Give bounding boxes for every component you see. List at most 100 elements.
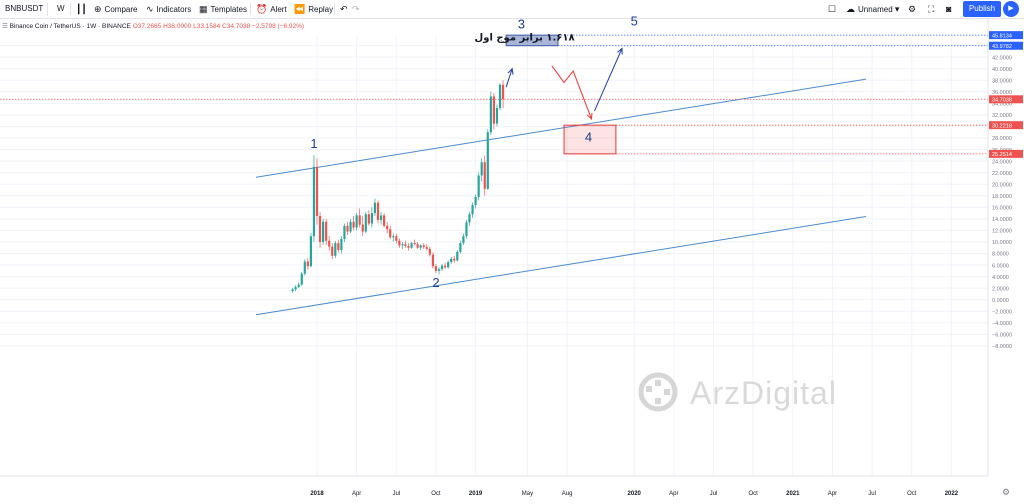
candle [477, 172, 480, 201]
candle [434, 263, 438, 274]
candle-body [477, 175, 480, 197]
snapshot-button[interactable]: ◙ [946, 0, 954, 18]
replay-label: Replay [308, 5, 334, 14]
candle-body [337, 243, 340, 251]
redo-icon: ↷ [352, 4, 360, 14]
candle [474, 194, 477, 209]
chart-legend: ☰ Binance Coin / TetherUS · 1W · BINANCE… [2, 22, 304, 34]
layout-name-button[interactable]: ☁ Unnamed ▾ [846, 0, 902, 18]
candle [471, 202, 474, 218]
candle [407, 243, 410, 251]
watermark-text: ArzDigital [690, 375, 837, 411]
candle-body [456, 251, 459, 261]
candle-body [306, 261, 309, 267]
redo-button[interactable]: ↷ [352, 0, 363, 18]
candle [419, 244, 422, 251]
candle [373, 198, 377, 216]
x-tick-label: Apr [352, 491, 361, 497]
candle [325, 218, 328, 245]
candle [498, 83, 502, 111]
y-tick-label: 8.0000 [992, 252, 1009, 258]
candle [425, 244, 428, 251]
watermark-logo-icon [638, 372, 678, 412]
candle [489, 91, 492, 136]
y-tick-label: 40.0000 [992, 67, 1012, 73]
candle-body [383, 215, 386, 226]
candle-body [471, 204, 474, 215]
candle-body [376, 202, 380, 221]
axis-gear-icon[interactable]: ⚙ [1002, 488, 1010, 498]
candle-body [334, 243, 337, 256]
candle-body [431, 254, 434, 267]
y-tick-label: 14.0000 [992, 217, 1012, 223]
y-tick-label: −2.0000 [992, 309, 1012, 315]
publish-button[interactable]: Publish [963, 1, 1001, 17]
candle [331, 243, 334, 260]
symbol-search[interactable]: BNBUSDT [5, 4, 44, 13]
y-tick-label: −6.0000 [992, 333, 1012, 339]
candle [340, 236, 343, 254]
undo-icon: ↶ [340, 4, 348, 14]
compare-button[interactable]: ⊕ Compare [94, 0, 137, 18]
play-icon[interactable]: ▶ [1003, 1, 1019, 17]
candle [349, 218, 352, 234]
templates-button[interactable]: ▦ Templates [199, 0, 247, 18]
candle [370, 207, 373, 228]
replay-button[interactable]: ⏪ Replay [294, 0, 333, 18]
layout-checkbox[interactable]: ☐ [828, 0, 839, 18]
candle [352, 215, 355, 231]
alert-button[interactable]: ⏰ Alert [256, 0, 287, 18]
candle-body [325, 221, 328, 241]
indicators-icon: ∿ [146, 4, 154, 14]
x-tick-label: Oct [907, 491, 917, 497]
candle-body [468, 214, 471, 223]
candle [312, 155, 316, 242]
y-tick-label: 2.0000 [992, 286, 1009, 292]
candle [334, 240, 337, 259]
candle-body [395, 236, 398, 241]
y-tick-label: 4.0000 [992, 275, 1009, 281]
chart-style-button[interactable]: ┃┃ [76, 0, 90, 18]
indicators-button[interactable]: ∿ Indicators [146, 0, 191, 18]
wave-label: 5 [631, 13, 638, 28]
candle-body [486, 132, 489, 189]
candle-body [291, 289, 294, 292]
candle-body [386, 225, 389, 230]
undo-button[interactable]: ↶ [340, 0, 351, 18]
candle-body [373, 202, 377, 214]
price-mark-bg [989, 149, 1023, 158]
cloud-icon: ☁ [846, 4, 855, 14]
candle [315, 158, 319, 225]
price-axis[interactable]: 44.000042.000040.000038.000036.000034.00… [987, 19, 1024, 476]
x-tick-label: Jul [868, 491, 876, 497]
candles [291, 80, 505, 293]
candle-body [444, 265, 447, 268]
candle [444, 262, 447, 269]
y-tick-label: −4.0000 [992, 321, 1012, 327]
candle-body [413, 243, 416, 245]
candle-body [425, 247, 428, 249]
interval-button[interactable]: W [57, 4, 65, 13]
candle-body [303, 261, 306, 274]
plus-circle-icon: ⊕ [94, 4, 102, 14]
fullscreen-icon: ⛶ [928, 4, 935, 14]
y-tick-label: 36.0000 [992, 90, 1012, 96]
candle [401, 241, 404, 249]
candle-body [483, 162, 486, 189]
candle [318, 211, 322, 248]
candle [361, 215, 364, 237]
top-toolbar: BNBUSDT W ┃┃ ⊕ Compare ∿ Indicators ▦ Templ… [0, 0, 1024, 19]
candle [459, 240, 462, 254]
candle [465, 220, 468, 239]
candle [447, 260, 450, 269]
candle-body [331, 246, 334, 256]
time-axis[interactable]: 2018 Apr Jul Oct 2019 May Aug 2020 Apr Jul Oct 2021… [0, 475, 1024, 504]
settings-button[interactable]: ⚙ [908, 0, 919, 18]
candle [480, 158, 483, 182]
candle [413, 239, 416, 246]
candle-body [450, 258, 453, 263]
fullscreen-button[interactable]: ⛶ [928, 0, 937, 18]
candle [492, 92, 495, 130]
wave-label: 2 [432, 275, 439, 290]
